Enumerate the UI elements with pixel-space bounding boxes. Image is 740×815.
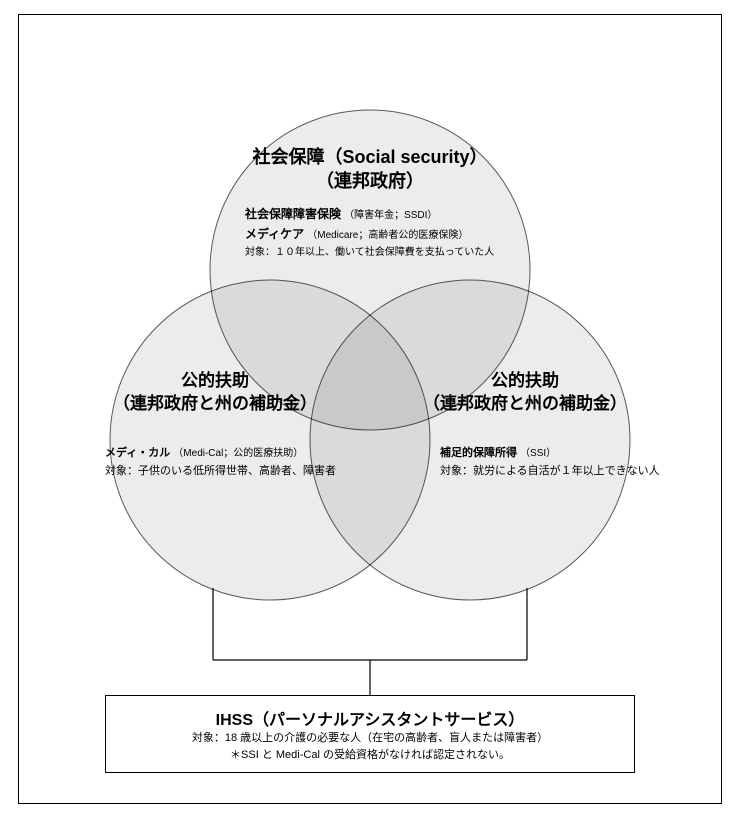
top-line3: 対象：１０年以上、働いて社会保障費を支払っていた人 [245,247,494,258]
right-line2: 対象：就労による自活が１年以上できない人 [440,465,660,477]
left-title-line2: （連邦政府と州の補助金） [113,394,317,413]
ihss-box: IHSS（パーソナルアシスタントサービス） 対象：18 歳以上の介護の必要な人（… [105,695,635,773]
top-title-line1: 社会保障（Social security） [252,147,487,167]
top-circle-title: 社会保障（Social security） （連邦政府） [236,145,504,194]
top-line2-bold: メディケア [245,227,304,241]
diagram-frame: 社会保障（Social security） （連邦政府） 社会保障障害保険 （障… [0,0,740,815]
right-title-line2: （連邦政府と州の補助金） [423,394,627,413]
left-title-line1: 公的扶助 [181,371,249,390]
ihss-body: 対象：18 歳以上の介護の必要な人（在宅の高齢者、盲人または障害者） ＊SSI … [106,730,634,763]
ihss-line2: ＊SSI と Medi-Cal の受給資格がなければ認定されない。 [230,749,510,761]
left-line2: 対象：子供のいる低所得世帯、高齢者、障害者 [105,465,336,477]
top-line1-rest: （障害年金；SSDI） [344,210,437,221]
right-line1-rest: （SSI） [520,448,556,459]
top-line2-rest: （Medicare；高齢者公的医療保険） [307,230,468,241]
top-circle-body: 社会保障障害保険 （障害年金；SSDI） メディケア （Medicare；高齢者… [245,205,494,262]
ihss-line1: 対象：18 歳以上の介護の必要な人（在宅の高齢者、盲人または障害者） [192,732,548,744]
top-title-line2: （連邦政府） [316,171,424,191]
top-line1-bold: 社会保障障害保険 [245,207,341,221]
right-line1-bold: 補足的保障所得 [440,447,517,459]
right-circle-title: 公的扶助 （連邦政府と州の補助金） [410,370,640,416]
left-line1-rest: （Medi-Cal；公的医療扶助） [173,448,303,459]
right-circle-body: 補足的保障所得 （SSI） 対象：就労による自活が１年以上できない人 [440,445,660,480]
left-circle-title: 公的扶助 （連邦政府と州の補助金） [100,370,330,416]
ihss-title: IHSS（パーソナルアシスタントサービス） [106,706,634,730]
right-title-line1: 公的扶助 [491,371,559,390]
left-line1-bold: メディ・カル [105,447,170,459]
left-circle-body: メディ・カル （Medi-Cal；公的医療扶助） 対象：子供のいる低所得世帯、高… [105,445,336,480]
